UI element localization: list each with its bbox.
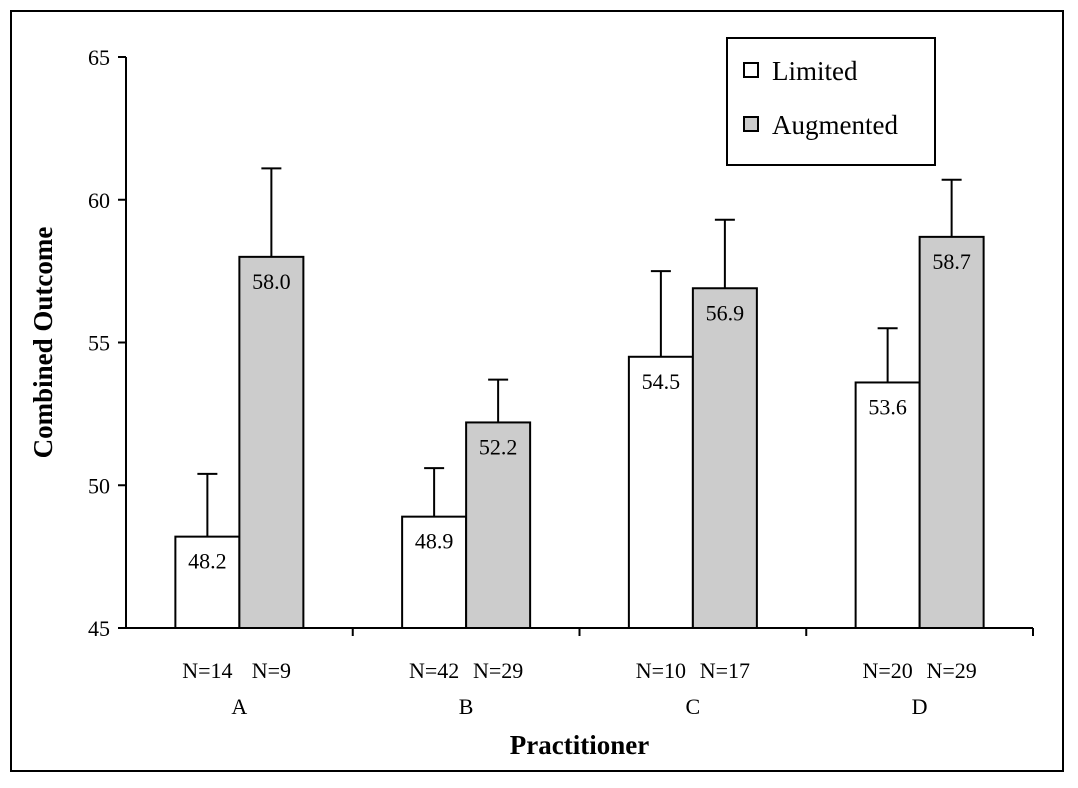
data-label: 52.2	[479, 434, 518, 459]
y-tick-label: 50	[88, 473, 110, 498]
legend-swatch-limited	[743, 62, 759, 78]
x-ticks	[351, 628, 1034, 636]
bar-limited-c	[627, 355, 694, 629]
x-category-label: A	[231, 694, 247, 719]
bar-augmented-b	[465, 421, 532, 629]
data-label: 54.5	[642, 369, 681, 394]
data-label: 48.9	[415, 529, 454, 554]
bar-augmented-a	[238, 255, 305, 629]
y-tick-label: 65	[88, 45, 110, 70]
y-axis-title: Combined Outcome	[28, 227, 58, 459]
legend-label-augmented: Augmented	[772, 110, 898, 140]
y-tick-label: 55	[88, 331, 110, 356]
sample-size-label: N=29	[473, 658, 523, 683]
sample-size-label: N=20	[862, 658, 912, 683]
x-axis-title: Practitioner	[510, 730, 649, 760]
bar-limited-d	[854, 381, 921, 629]
bars	[174, 167, 985, 630]
data-label: 58.7	[932, 249, 971, 274]
legend-label-limited: Limited	[772, 56, 858, 86]
sample-size-label: N=14	[182, 658, 232, 683]
sample-size-label: N=42	[409, 658, 459, 683]
data-label: 56.9	[706, 300, 745, 325]
x-category-label: B	[459, 694, 474, 719]
sample-size-label: N=10	[636, 658, 686, 683]
data-label: 48.2	[188, 549, 227, 574]
y-ticks: 45 50 55 60 65	[88, 45, 126, 641]
legend-box	[726, 37, 936, 166]
x-category-label: C	[686, 694, 701, 719]
sample-size-label: N=17	[700, 658, 750, 683]
sample-size-label: N=9	[252, 658, 291, 683]
legend-swatch-augmented	[743, 116, 759, 132]
bar-augmented-d	[918, 235, 985, 630]
labels: 48.2 N=14 58.0 N=9A 48.9 N=42 52.2 N=29 B 54.5 N=1…	[182, 249, 977, 719]
x-category-label: D	[912, 694, 928, 719]
data-label: 58.0	[252, 269, 291, 294]
chart-frame	[10, 10, 1064, 772]
data-label: 53.6	[868, 394, 907, 419]
bar-augmented-c	[691, 287, 758, 629]
legend: Limited Augmented	[726, 37, 936, 166]
sample-size-label: N=29	[926, 658, 976, 683]
y-tick-label: 45	[88, 616, 110, 641]
y-tick-label: 60	[88, 188, 110, 213]
bar-limited-a	[174, 535, 241, 630]
